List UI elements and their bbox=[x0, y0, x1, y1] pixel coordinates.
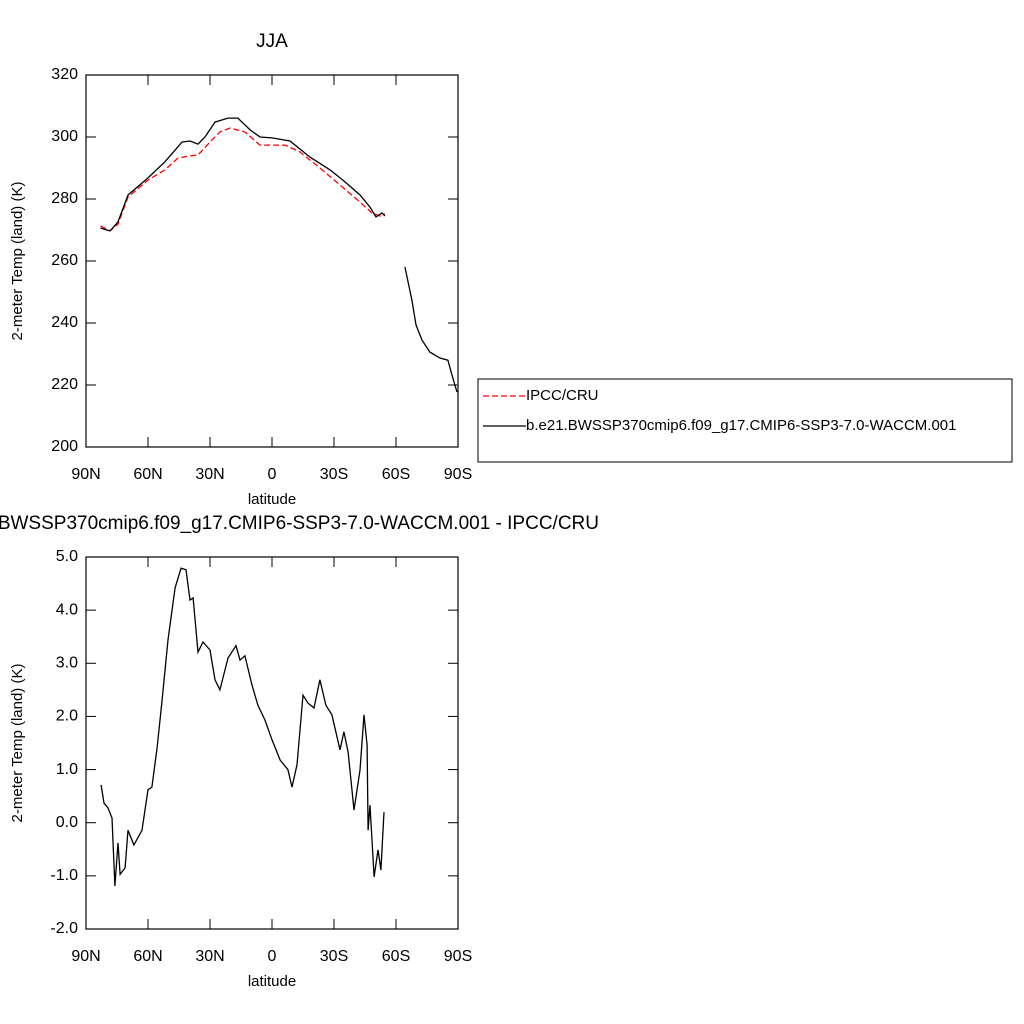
data-line bbox=[100, 117, 458, 393]
y-tick-label: 1.0 bbox=[56, 761, 78, 778]
y-tick-label: 220 bbox=[51, 376, 78, 393]
chart-title: b.e21.BWSSP370cmip6.f09_g17.CMIP6-SSP3-7… bbox=[0, 513, 599, 534]
x-tick-label: 60N bbox=[133, 466, 162, 483]
y-tick-label: 260 bbox=[51, 252, 78, 269]
y-tick-label: 280 bbox=[51, 190, 78, 207]
x-tick-label: 60N bbox=[133, 948, 162, 965]
y-tick-label: 2.0 bbox=[56, 708, 78, 725]
chart-title: JJA bbox=[256, 31, 288, 52]
x-tick-label: 60S bbox=[382, 466, 410, 483]
x-axis-label: latitude bbox=[248, 491, 296, 508]
y-tick-label: 0.0 bbox=[56, 814, 78, 831]
y-tick-label: 3.0 bbox=[56, 655, 78, 672]
plot-frame bbox=[85, 74, 459, 448]
x-tick-label: 0 bbox=[268, 466, 277, 483]
legend-label: IPCC/CRU bbox=[526, 387, 599, 404]
y-axis-label: 2-meter Temp (land) (K) bbox=[9, 664, 26, 823]
x-tick-label: 30S bbox=[320, 466, 348, 483]
x-tick-label: 90S bbox=[444, 466, 472, 483]
y-tick-label: 5.0 bbox=[56, 548, 78, 565]
y-tick-label: -1.0 bbox=[50, 867, 78, 884]
data-line bbox=[100, 567, 385, 887]
y-tick-label: -2.0 bbox=[50, 920, 78, 937]
x-tick-label: 90N bbox=[71, 948, 100, 965]
legend-box bbox=[477, 378, 1013, 463]
x-tick-label: 30N bbox=[195, 466, 224, 483]
x-axis-label: latitude bbox=[248, 973, 296, 990]
y-axis-label: 2-meter Temp (land) (K) bbox=[9, 182, 26, 341]
y-tick-label: 300 bbox=[51, 128, 78, 145]
y-tick-label: 240 bbox=[51, 314, 78, 331]
x-tick-label: 90N bbox=[71, 466, 100, 483]
legend-label: b.e21.BWSSP370cmip6.f09_g17.CMIP6-SSP3-7… bbox=[526, 417, 956, 434]
x-tick-label: 90S bbox=[444, 948, 472, 965]
x-tick-label: 0 bbox=[268, 948, 277, 965]
data-line bbox=[100, 127, 386, 232]
x-tick-label: 30N bbox=[195, 948, 224, 965]
y-tick-label: 4.0 bbox=[56, 601, 78, 618]
y-tick-label: 320 bbox=[51, 66, 78, 83]
x-tick-label: 30S bbox=[320, 948, 348, 965]
x-tick-label: 60S bbox=[382, 948, 410, 965]
y-tick-label: 200 bbox=[51, 438, 78, 455]
plot-frame bbox=[85, 556, 459, 930]
